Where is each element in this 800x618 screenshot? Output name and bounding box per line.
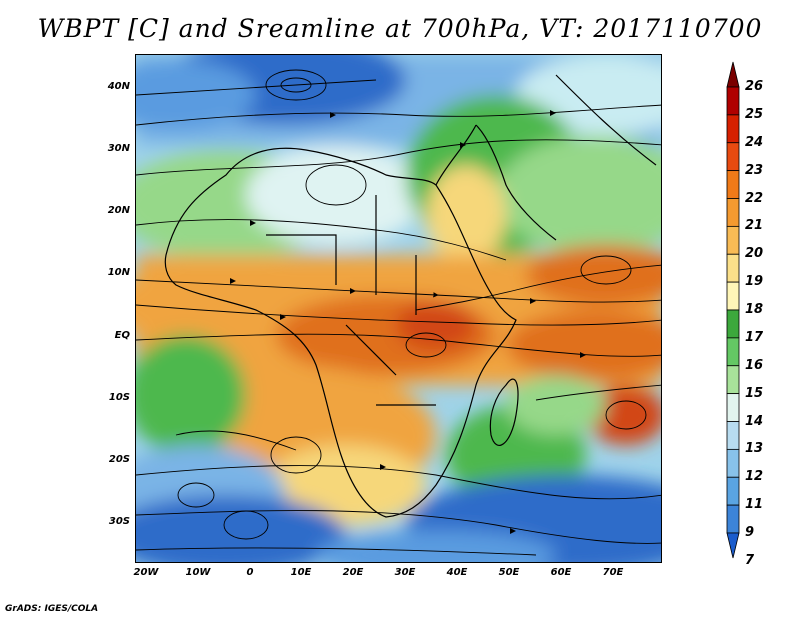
lat-label-40n: 40N [107,81,130,92]
lon-label-70e: 70E [602,567,624,578]
footer-credit: GrADS: IGES/COLA [5,604,99,614]
lon-label-20w: 20W [133,567,159,578]
colorbar-label: 9 [745,525,755,540]
colorbar-box [726,198,740,227]
map-panel [135,54,662,563]
colorbar-label: 26 [745,79,764,94]
lat-label-20n: 20N [107,205,130,216]
lat-label-10s: 10S [108,392,130,403]
lat-label-10n: 10N [107,267,130,278]
colorbar-box [726,393,740,422]
colorbar-box [726,253,740,283]
colorbar-label: 25 [745,106,764,122]
colorbar-label: 11 [745,497,764,513]
colorbar-label: 12 [745,469,764,485]
colorbar-label: 14 [745,413,764,429]
colorbar-label: 19 [745,274,764,290]
colorbar-label: 16 [745,357,764,373]
lon-label-40e: 40E [446,567,468,578]
colorbar-box [726,114,740,144]
colorbar-box [726,225,740,255]
colorbar-bottom-triangle [726,532,740,559]
colorbar-label: 13 [745,441,764,457]
colorbar-label: 24 [745,134,764,150]
colorbar-box [726,309,740,339]
colorbar-box [726,448,740,478]
lon-label-10e: 10E [290,567,312,578]
stream-arrows [230,110,586,534]
colorbar-box [726,421,740,450]
coastlines [164,74,657,518]
colorbar-box [726,281,740,311]
colorbar-label: 22 [745,190,764,206]
colorbar [726,61,740,559]
lon-label-20e: 20E [342,567,364,578]
wbpt-map [136,55,661,562]
colorbar-box [726,142,740,172]
colorbar-label: 21 [745,218,764,234]
lat-label-20s: 20S [108,454,130,465]
colorbar-box [726,365,740,395]
lon-label-50e: 50E [498,567,520,578]
colorbar-label: 18 [745,302,764,317]
lon-label-10w: 10W [185,567,211,578]
colorbar-box [726,504,740,534]
colorbar-label: 17 [745,329,764,345]
streamlines [136,69,661,556]
lon-label-60e: 60E [550,567,572,578]
lon-label-30e: 30E [394,567,416,578]
lat-label-eq: EQ [114,330,130,341]
colorbar-label: 7 [745,552,755,568]
colorbar-box [726,476,740,506]
colorbar-label: 15 [745,385,764,401]
colorbar-top-triangle [726,61,740,88]
colorbar-label: 20 [745,246,764,262]
temperature-field [136,55,661,562]
colorbar-box [726,170,740,199]
colorbar-box [726,86,740,116]
colorbar-box [726,337,740,367]
lat-label-30s: 30S [108,516,130,527]
lon-label-0: 0 [246,567,254,578]
chart-title: WBPT [C] and Sreamline at 700hPa, VT: 20… [37,14,763,43]
lat-label-30n: 30N [107,143,130,154]
colorbar-label: 23 [745,162,764,178]
